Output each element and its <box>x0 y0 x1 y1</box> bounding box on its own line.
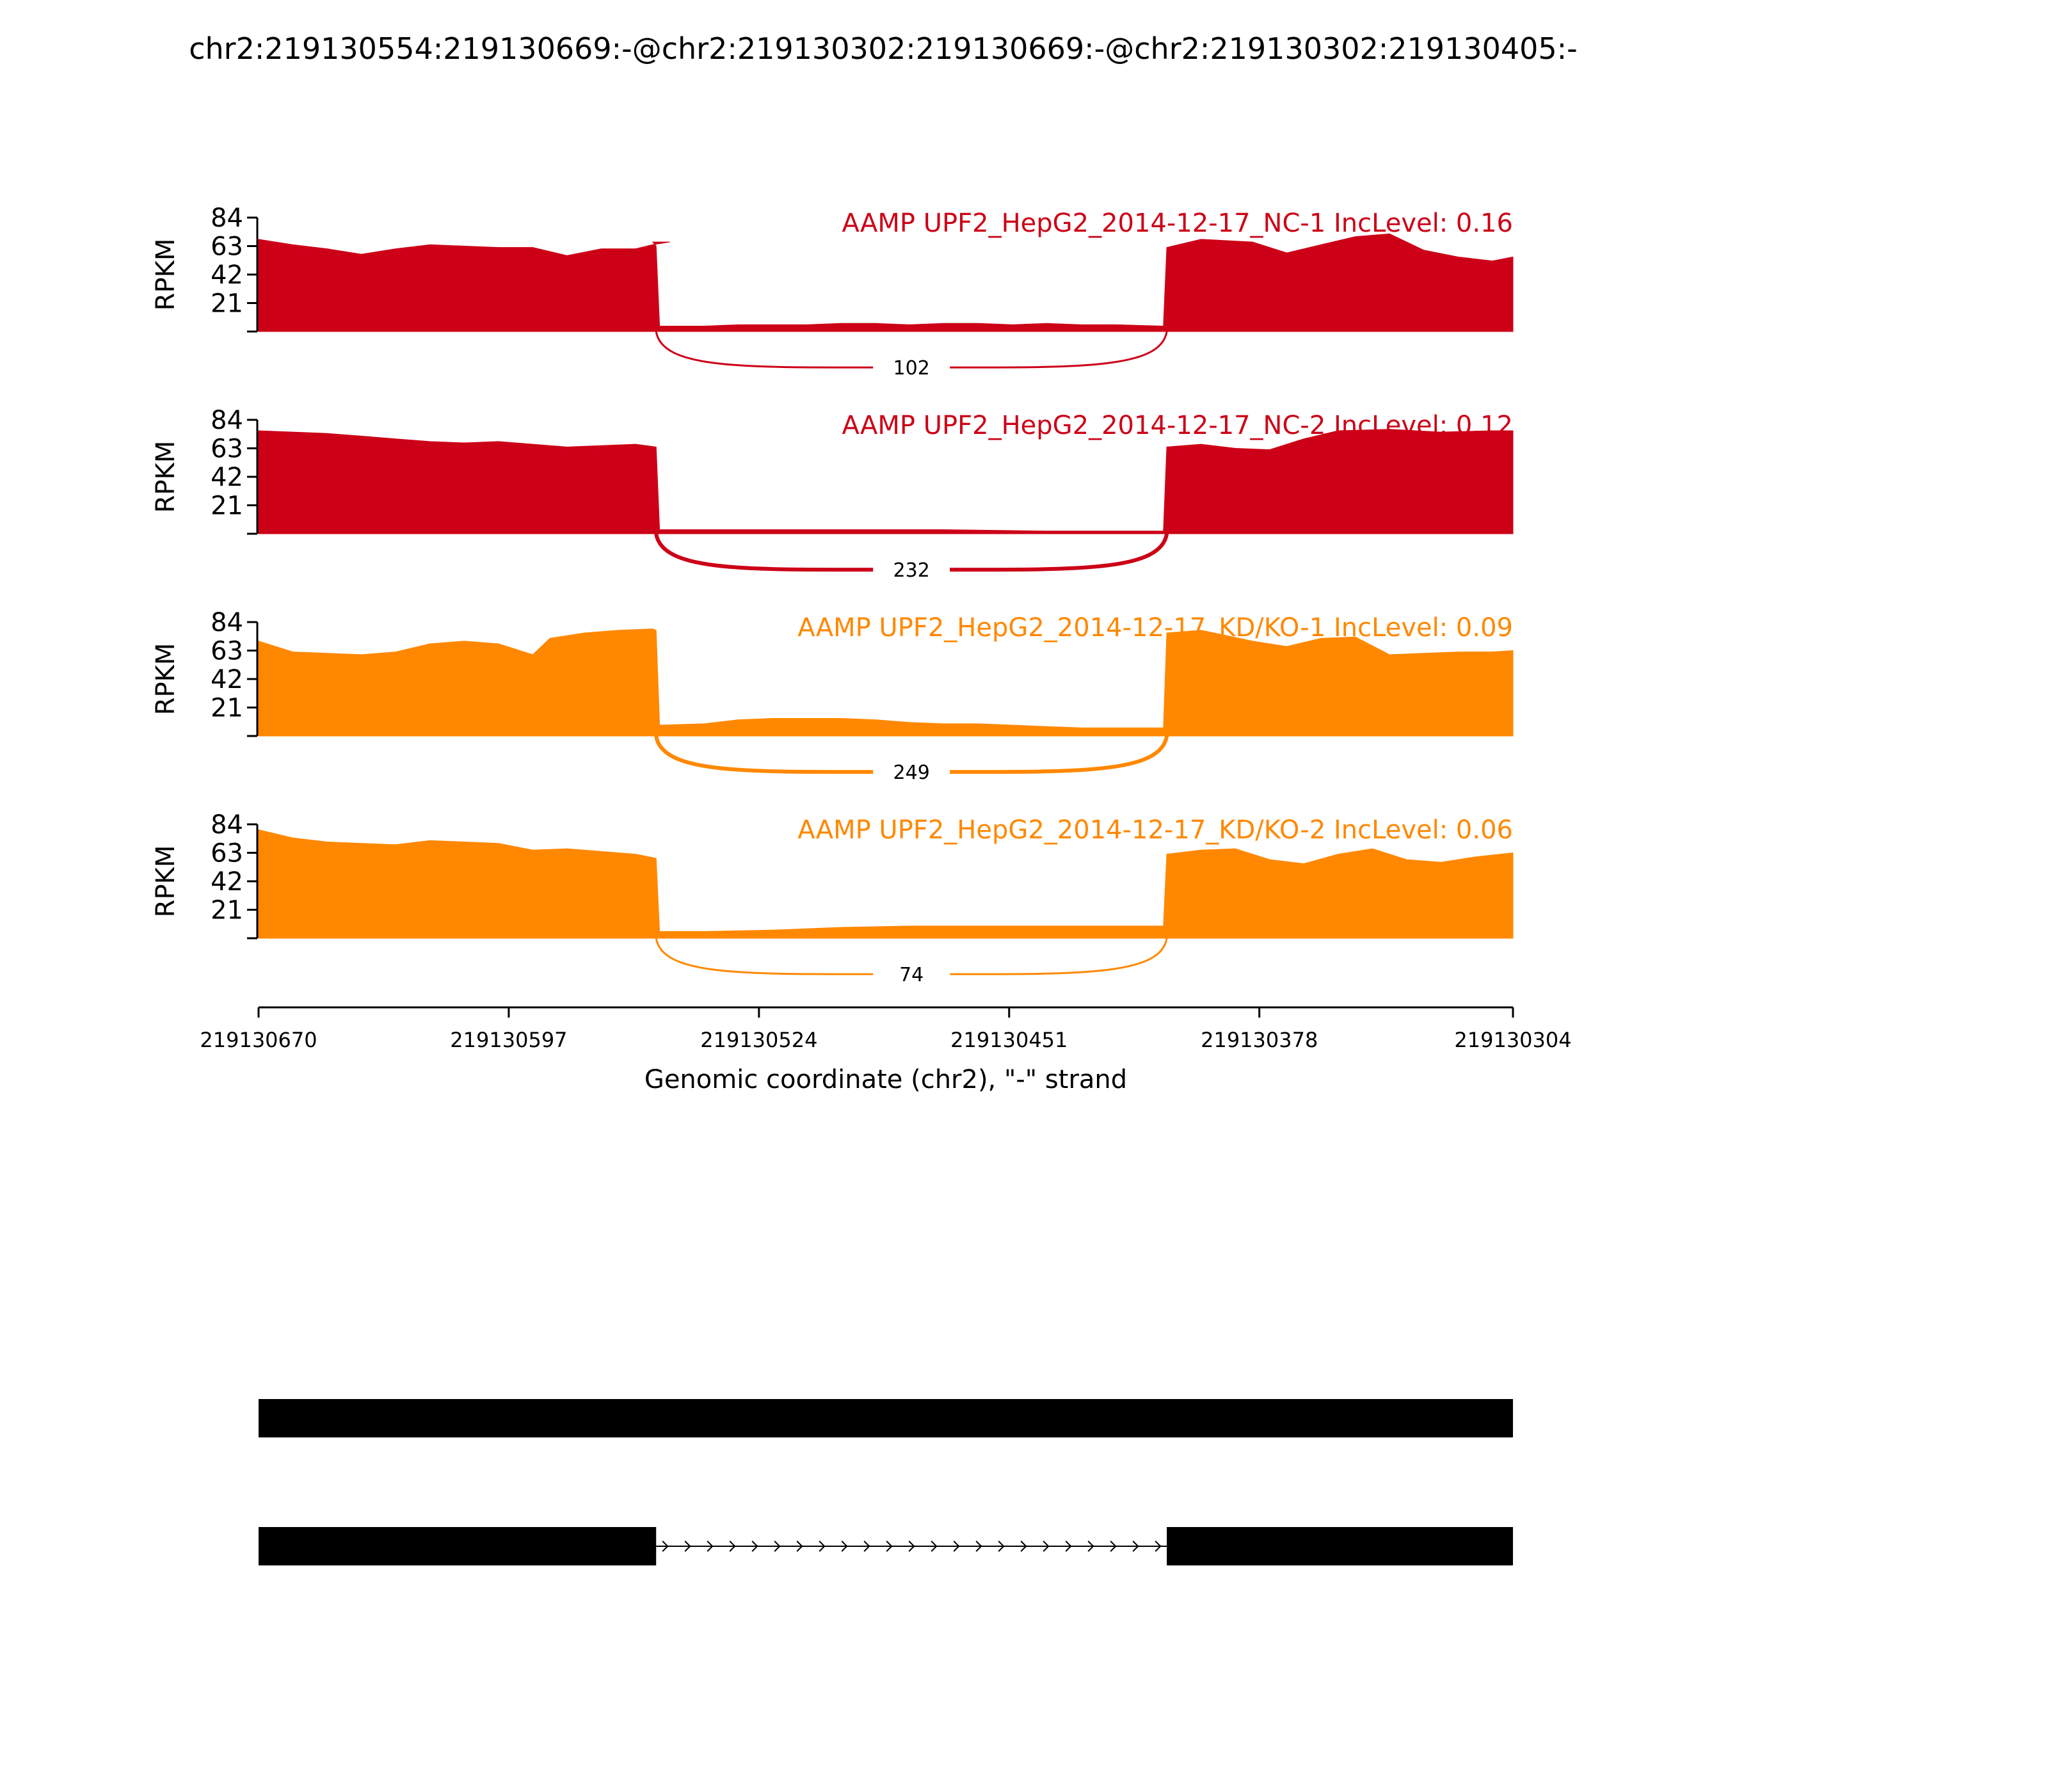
strand-arrow <box>729 1540 736 1552</box>
strand-arrow <box>774 1540 781 1552</box>
exon <box>259 1527 657 1565</box>
strand-arrow <box>863 1540 870 1552</box>
gene-models <box>259 1399 1513 1565</box>
y-tick-label: 42 <box>211 665 243 694</box>
series-label: AAMP UPF2_HepG2_2014-12-17_NC-2 IncLevel… <box>842 411 1513 440</box>
y-axis-label: RPKM <box>151 239 180 311</box>
strand-arrow <box>1020 1540 1027 1552</box>
y-tick-label: 42 <box>211 867 243 897</box>
strand-arrow <box>796 1540 803 1552</box>
junction-label-bg <box>873 556 950 584</box>
y-tick-label: 21 <box>211 694 243 723</box>
strand-arrow <box>1155 1540 1162 1552</box>
strand-arrow <box>975 1540 982 1552</box>
series-label: AAMP UPF2_HepG2_2014-12-17_KD/KO-2 IncLe… <box>797 815 1513 845</box>
x-tick-label: 219130451 <box>950 1028 1068 1052</box>
junction-count: 102 <box>893 357 930 380</box>
strand-arrow <box>751 1540 758 1552</box>
strand-arrow <box>1087 1540 1094 1552</box>
x-tick-label: 219130597 <box>450 1028 567 1052</box>
y-tick-label: 42 <box>211 463 243 492</box>
x-tick-label: 219130670 <box>200 1028 317 1052</box>
coverage-area <box>258 233 1514 332</box>
y-axis-label: RPKM <box>151 643 180 716</box>
y-tick-label: 21 <box>211 492 243 521</box>
x-ticks: 219130670 219130597 219130524 219130451 2191… <box>200 1007 1572 1052</box>
y-tick-label: 21 <box>211 896 243 925</box>
junction-label-bg <box>873 960 950 988</box>
y-tick-label: 84 <box>211 204 243 233</box>
coverage-area <box>258 429 1514 534</box>
junction-count: 249 <box>893 762 930 784</box>
strand-arrow <box>953 1540 960 1552</box>
strand-arrow <box>998 1540 1005 1552</box>
strand-arrow <box>908 1540 915 1552</box>
y-tick-label: 63 <box>211 232 243 262</box>
y-tick-label: 63 <box>211 637 243 666</box>
series-label: AAMP UPF2_HepG2_2014-12-17_NC-1 IncLevel… <box>842 209 1513 238</box>
strand-arrow <box>931 1540 938 1552</box>
exon <box>1167 1527 1513 1565</box>
x-tick-label: 219130524 <box>700 1028 817 1052</box>
chart-title: chr2:219130554:219130669:-@chr2:21913030… <box>189 31 1578 66</box>
y-tick-label: 21 <box>211 289 243 319</box>
exon <box>259 1399 1513 1437</box>
strand-arrow <box>841 1540 848 1552</box>
y-tick-label: 42 <box>211 260 243 290</box>
y-axis-label: RPKM <box>151 845 180 918</box>
gene-model-2 <box>259 1527 1513 1565</box>
y-tick-label: 84 <box>211 608 243 637</box>
series-label: AAMP UPF2_HepG2_2014-12-17_KD/KO-1 IncLe… <box>797 613 1513 643</box>
y-tick-label: 63 <box>211 435 243 464</box>
coverage-area <box>258 628 1514 737</box>
gene-model-1 <box>259 1399 1513 1437</box>
y-tick-label: 84 <box>211 406 243 435</box>
x-tick-label: 219130378 <box>1201 1028 1318 1052</box>
coverage-area <box>258 829 1514 939</box>
strand-arrow <box>886 1540 893 1552</box>
strand-arrow <box>1132 1540 1139 1552</box>
junction-count: 232 <box>893 559 930 582</box>
y-tick-label: 84 <box>211 810 243 840</box>
strand-arrow <box>684 1540 691 1552</box>
strand-arrow <box>1065 1540 1072 1552</box>
y-tick-label: 63 <box>211 839 243 868</box>
x-axis-label: Genomic coordinate (chr2), "-" strand <box>644 1065 1127 1094</box>
strand-arrow <box>1110 1540 1117 1552</box>
junction-count: 74 <box>899 964 924 986</box>
strand-arrow <box>707 1540 714 1552</box>
junction-label-bg <box>873 353 950 381</box>
strand-arrow <box>1043 1540 1050 1552</box>
strand-arrow <box>662 1540 669 1552</box>
junction-label-bg <box>873 758 950 786</box>
y-axis-label: RPKM <box>151 441 180 513</box>
x-axis: 219130670 219130597 219130524 219130451 2191… <box>200 1006 1572 1094</box>
x-tick-label: 219130304 <box>1454 1028 1571 1052</box>
strand-arrow <box>819 1540 826 1552</box>
